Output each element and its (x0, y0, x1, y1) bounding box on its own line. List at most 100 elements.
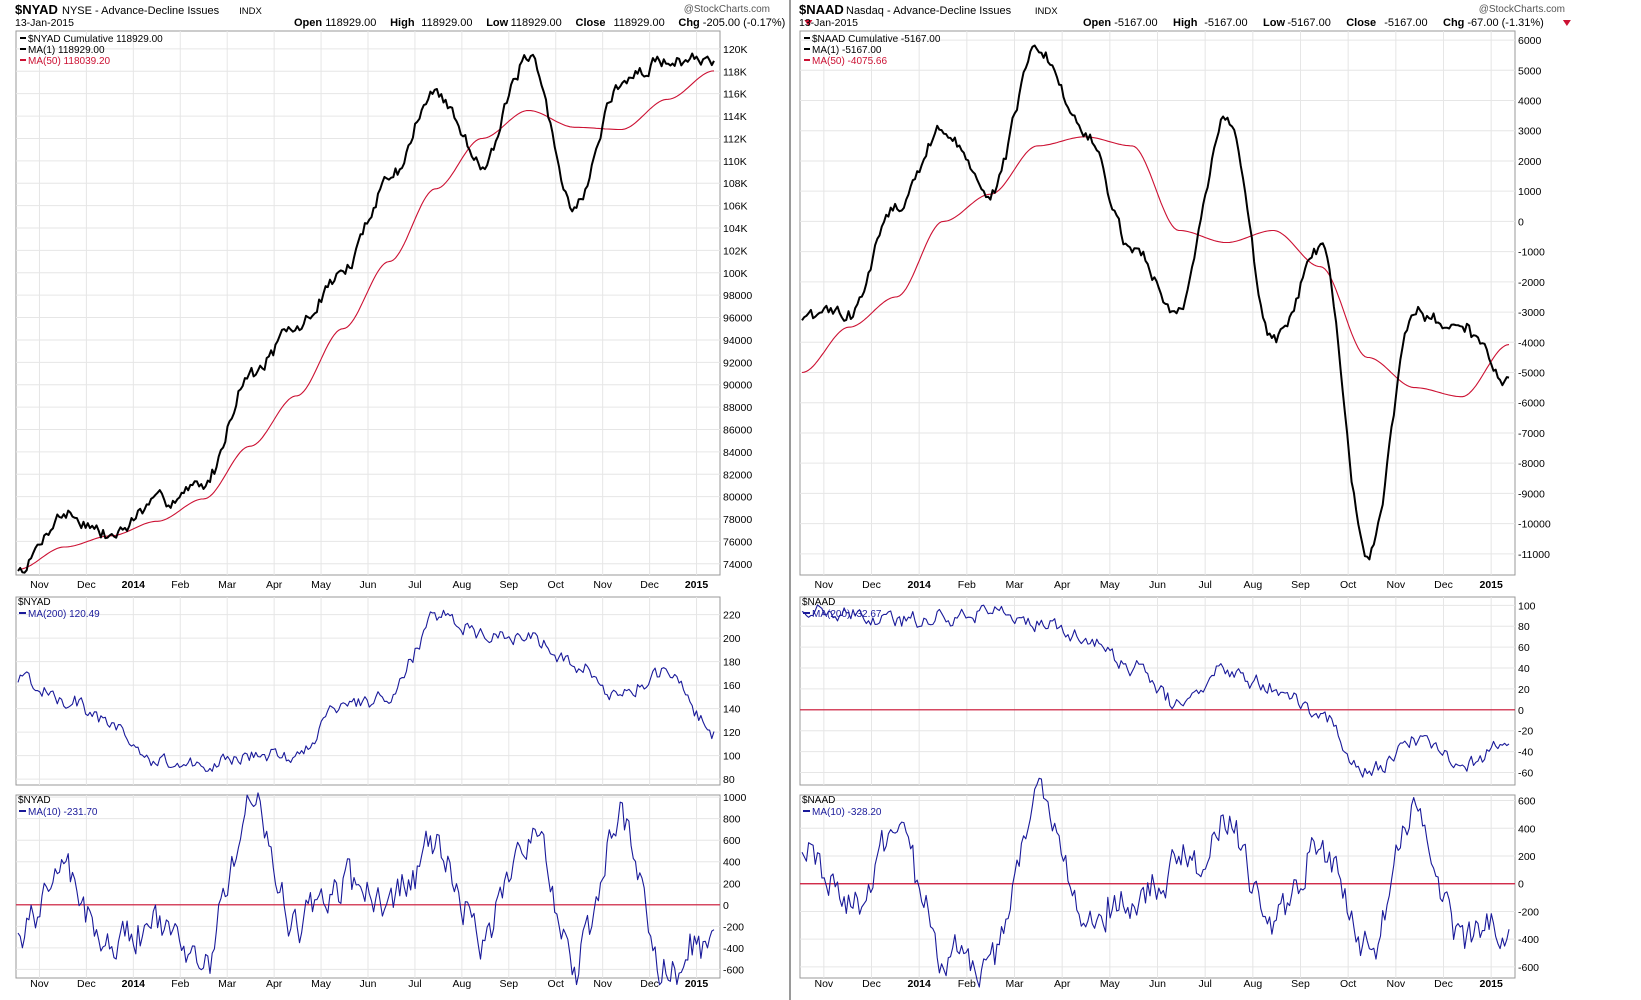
y-tick-label: 60 (1518, 642, 1530, 654)
ohlc-low: -5167.00 (1287, 17, 1330, 29)
down-arrow-icon (804, 20, 813, 26)
month-label-bottom: Aug (1243, 978, 1262, 990)
y-tick-label: 3000 (1518, 126, 1542, 138)
month-label: Dec (862, 579, 881, 591)
y-tick-label: -400 (1518, 934, 1539, 946)
legend-entry: MA(50) -4075.66 (812, 56, 887, 67)
month-label-bottom: Feb (171, 978, 189, 990)
month-label: 2015 (1479, 579, 1503, 591)
y-tick-label: -200 (1518, 906, 1539, 918)
month-label: Dec (1434, 579, 1453, 591)
y-tick-label: 1000 (723, 792, 747, 804)
exchange-label: INDX (1035, 6, 1058, 17)
legend-entry: MA(200) 120.49 (28, 609, 100, 620)
month-label: Nov (814, 579, 833, 591)
month-label-bottom: 2014 (907, 978, 931, 990)
month-label: Nov (30, 579, 49, 591)
exchange-label: INDX (239, 6, 262, 17)
y-tick-label: -10000 (1518, 519, 1551, 531)
y-tick-label: 220 (723, 610, 741, 622)
y-tick-label: 120K (723, 44, 748, 56)
y-tick-label: 96000 (723, 313, 752, 325)
legend-entry: MA(200) -32.67 (812, 609, 882, 620)
y-tick-label: 80 (723, 774, 735, 786)
month-label-bottom: Feb (958, 978, 976, 990)
month-label-bottom: Mar (218, 978, 237, 990)
y-tick-label: -2000 (1518, 277, 1545, 289)
y-tick-label: 92000 (723, 357, 752, 369)
y-tick-label: 160 (723, 680, 741, 692)
legend-entry: MA(1) -5167.00 (812, 45, 882, 56)
y-tick-label: 100 (723, 751, 741, 763)
month-label: Nov (593, 579, 612, 591)
month-label-bottom: Dec (862, 978, 881, 990)
y-tick-label: 40 (1518, 663, 1530, 675)
chart-date: 13-Jan-2015 (15, 17, 74, 29)
y-tick-label: -40 (1518, 747, 1533, 759)
month-label: Mar (218, 579, 237, 591)
month-label-bottom: Mar (1005, 978, 1024, 990)
y-tick-label: -9000 (1518, 488, 1545, 500)
month-label: Dec (640, 579, 659, 591)
y-tick-label: -5000 (1518, 368, 1545, 380)
month-label-bottom: Nov (593, 978, 612, 990)
y-tick-label: -11000 (1518, 549, 1550, 561)
y-tick-label: 102K (723, 245, 748, 257)
y-tick-label: 600 (723, 835, 741, 847)
y-tick-label: -200 (723, 921, 744, 933)
y-tick-label: 800 (723, 814, 741, 826)
y-tick-label: -3000 (1518, 307, 1545, 319)
month-label-bottom: 2015 (1479, 978, 1503, 990)
month-label: Feb (171, 579, 189, 591)
y-tick-label: 78000 (723, 514, 752, 526)
y-tick-label: 200 (723, 878, 741, 890)
month-label: Oct (548, 579, 564, 591)
y-tick-label: -400 (723, 943, 744, 955)
y-tick-label: -60 (1518, 767, 1533, 779)
y-tick-label: 110K (723, 156, 747, 168)
month-label: 2014 (907, 579, 931, 591)
panel-mid: 80 100 120 140 160 180 200 220 (15, 596, 741, 786)
panel-low: -600 -400 -200 0 200 400 600 800 1000 (15, 792, 747, 986)
panel-low: -600 -400 -200 0 200 400 600 (799, 777, 1539, 988)
ma50-line (17, 70, 715, 570)
month-label-bottom: Apr (1054, 978, 1071, 990)
y-tick-label: -600 (723, 964, 744, 976)
y-tick-label: 80000 (723, 492, 752, 504)
y-tick-label: 0 (1518, 879, 1524, 891)
month-label-bottom: Oct (548, 978, 564, 990)
y-tick-label: -6000 (1518, 398, 1545, 410)
y-tick-label: 76000 (723, 536, 752, 548)
y-tick-label: 74000 (723, 559, 752, 571)
ma10-line (801, 777, 1510, 988)
ma50-line (801, 136, 1510, 398)
watermark: @StockCharts.com (1479, 4, 1565, 15)
y-tick-label: -7000 (1518, 428, 1545, 440)
ohlc-close-label: Close (576, 17, 606, 29)
y-tick-label: 104K (723, 223, 748, 235)
y-tick-label: 2000 (1518, 156, 1542, 168)
cumulative-line (17, 52, 715, 574)
y-tick-label: 108K (723, 178, 748, 190)
ohlc-open-label: Open (294, 17, 322, 29)
y-tick-label: 140 (723, 704, 741, 716)
month-label-bottom: Aug (453, 978, 472, 990)
y-tick-label: 86000 (723, 424, 752, 436)
month-label: 2015 (685, 579, 709, 591)
ma200-line (801, 604, 1510, 778)
y-tick-label: 0 (723, 900, 729, 912)
panel-main: -11000-10000-9000-8000-7000-6000-5000-40… (799, 30, 1551, 576)
y-tick-label: 88000 (723, 402, 752, 414)
ohlc-chg: -67.00 (-1.31%) (1467, 17, 1543, 29)
month-label: Aug (453, 579, 472, 591)
y-tick-label: 200 (723, 633, 741, 645)
y-tick-label: 5000 (1518, 65, 1542, 77)
y-tick-label: 112K (723, 133, 747, 145)
y-tick-label: 100K (723, 268, 748, 280)
ohlc-high-label: High (1173, 17, 1198, 29)
y-tick-label: 82000 (723, 469, 752, 481)
ohlc-low: 118929.00 (511, 17, 562, 29)
month-label-bottom: Dec (640, 978, 659, 990)
panel-label: $NYAD (18, 597, 51, 608)
